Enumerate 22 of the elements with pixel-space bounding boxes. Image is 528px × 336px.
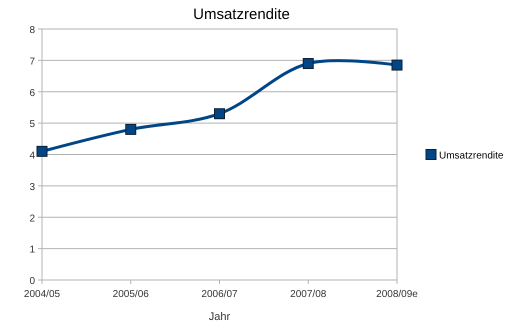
- point: [214, 108, 225, 120]
- x-axis-title: Jahr: [208, 311, 231, 323]
- y-tick-label: 3: [29, 182, 36, 193]
- point: [125, 124, 136, 135]
- y-tick-label: 8: [29, 25, 36, 36]
- legend-label: Umsatzrendite: [439, 150, 504, 162]
- x-tick-label: 2006/07: [201, 289, 238, 300]
- y-tick-label: 7: [29, 56, 36, 68]
- y-tick-label: 5: [29, 119, 36, 130]
- point: [36, 146, 48, 157]
- x-tick-label: 2004/05: [24, 289, 61, 300]
- y-tick-label: 4: [29, 150, 36, 162]
- point: [392, 60, 402, 71]
- x-tick-label: 2005/06: [112, 289, 150, 300]
- x-tick-label: 2007/08: [290, 289, 327, 300]
- y-tick-label: 1: [29, 244, 36, 256]
- y-tick-label: 6: [29, 88, 36, 99]
- x-tick-label: 2008/09e: [376, 289, 418, 300]
- y-tick-label: 0: [29, 276, 36, 287]
- point: [302, 58, 314, 70]
- chart-title: Umsatzrendite: [193, 6, 290, 23]
- y-tick-label: 2: [29, 213, 36, 224]
